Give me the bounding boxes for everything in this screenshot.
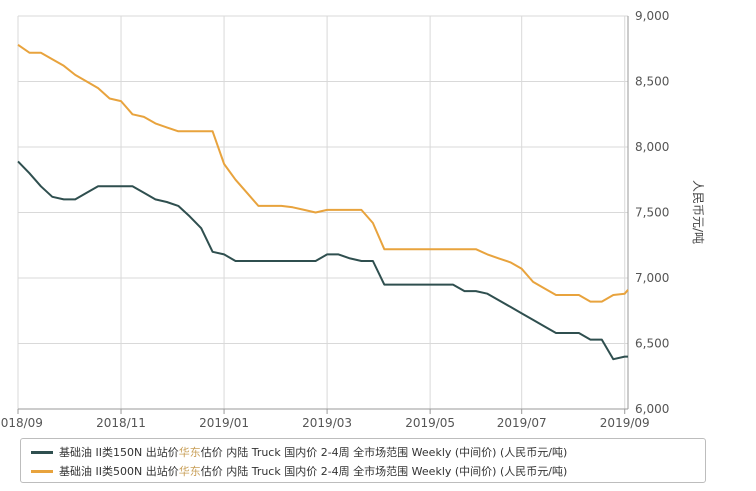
legend-swatch-150n	[31, 450, 53, 454]
grid-lines	[17, 15, 628, 410]
legend-label-150n-prefix: 基础油 II类150N 出站价	[59, 446, 179, 459]
series-line-0[interactable]	[17, 160, 628, 361]
legend-label-150n-region: 华东	[178, 446, 201, 459]
y-tick-label: 7,500	[635, 206, 669, 220]
x-tick-label: 2019/03	[302, 416, 352, 430]
y-tick-label: 8,000	[635, 140, 669, 154]
x-tick-label: 2019/09	[600, 416, 650, 430]
y-tick-label: 9,000	[635, 9, 669, 23]
legend-label-500n-suffix: 估价 内陆 Truck 国内价 2-4周 全市场范围 Weekly (中间价) …	[200, 465, 568, 478]
legend-label-500n-prefix: 基础油 II类500N 出站价	[59, 465, 179, 478]
y-tick-label: 7,000	[635, 271, 669, 285]
x-tick-label: 2019/07	[497, 416, 547, 430]
x-tick-label: 2018/11	[96, 416, 146, 430]
legend: 基础油 II类150N 出站价 华东 估价 内陆 Truck 国内价 2-4周 …	[20, 438, 706, 483]
y-tick-label: 8,500	[635, 75, 669, 89]
tick-labels: 6,000 6,500 7,000 7,500 8,000 8,500 9,000 2018/…	[0, 9, 669, 430]
x-tick-label: 2019/01	[199, 416, 249, 430]
legend-label-150n-suffix: 估价 内陆 Truck 国内价 2-4周 全市场范围 Weekly (中间价) …	[200, 446, 568, 459]
legend-swatch-500n	[31, 469, 53, 473]
legend-item-150n[interactable]: 基础油 II类150N 出站价 华东 估价 内陆 Truck 国内价 2-4周 …	[31, 444, 567, 460]
legend-label-500n-region: 华东	[178, 465, 201, 478]
series-line-1[interactable]	[17, 43, 629, 303]
y-axis-label: 人民币元/吨	[691, 180, 705, 244]
legend-item-500n[interactable]: 基础油 II类500N 出站价 华东 估价 内陆 Truck 国内价 2-4周 …	[31, 463, 567, 479]
y-tick-label: 6,000	[635, 402, 669, 416]
axes	[17, 16, 629, 414]
series-lines	[17, 43, 629, 361]
x-tick-label: 2019/05	[405, 416, 455, 430]
y-tick-label: 6,500	[635, 337, 669, 351]
x-tick-label: 2018/09	[0, 416, 43, 430]
